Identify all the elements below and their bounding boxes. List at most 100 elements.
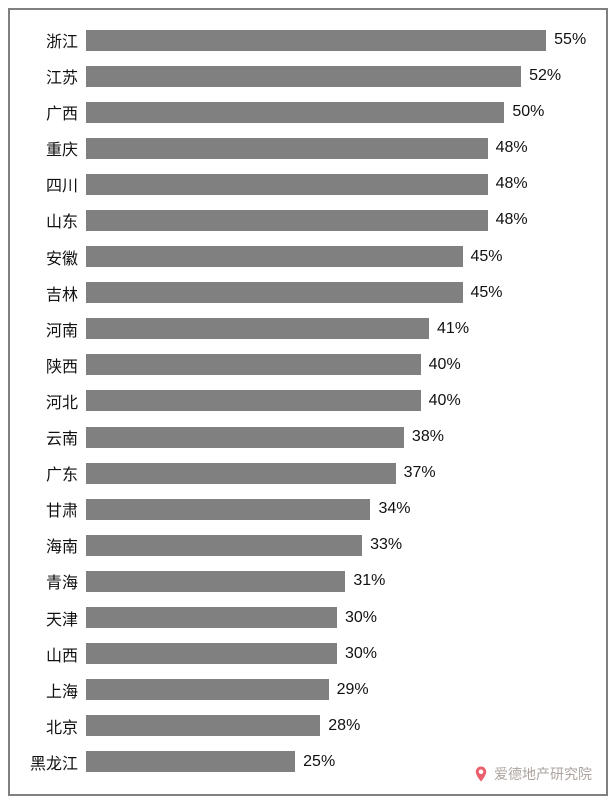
bar-fill [86, 715, 320, 736]
bar-category-label: 甘肃 [28, 497, 86, 521]
bar-value-label: 31% [345, 572, 385, 590]
watermark-text: 爱德地产研究院 [494, 764, 592, 784]
bar-fill [86, 138, 488, 159]
bar-track: 29% [86, 672, 588, 708]
bar-fill [86, 751, 295, 772]
watermark: 爱德地产研究院 [472, 764, 592, 784]
bar-track: 55% [86, 22, 588, 58]
bar-row: 安徽 45% [28, 239, 588, 275]
bar-fill [86, 30, 546, 51]
bar-value-label: 55% [546, 31, 586, 49]
chart-frame: 浙江 55% 江苏 52% 广西 50% 重庆48% 四川 48% 山东 48% 安徽 45% 吉林 45%… [8, 8, 608, 796]
bar-track: 45% [86, 275, 588, 311]
bar-value-label: 30% [337, 609, 377, 627]
bar-row: 江苏 52% [28, 58, 588, 94]
bar-fill [86, 282, 463, 303]
bar-track: 40% [86, 383, 588, 419]
bar-category-label: 山西 [28, 642, 86, 666]
bar-fill [86, 643, 337, 664]
bar-fill [86, 210, 488, 231]
bar-track: 48% [86, 130, 588, 166]
bar-track: 38% [86, 419, 588, 455]
bar-category-label: 河南 [28, 317, 86, 341]
bar-track: 28% [86, 708, 588, 744]
bar-fill [86, 427, 404, 448]
bar-fill [86, 607, 337, 628]
bar-row: 吉林 45% [28, 275, 588, 311]
bar-row: 青海 31% [28, 563, 588, 599]
bar-track: 34% [86, 491, 588, 527]
bar-fill [86, 679, 329, 700]
bar-category-label: 上海 [28, 678, 86, 702]
bar-category-label: 青海 [28, 569, 86, 593]
bar-track: 41% [86, 311, 588, 347]
bar-category-label: 天津 [28, 606, 86, 630]
bar-value-label: 52% [521, 67, 561, 85]
bar-fill [86, 390, 421, 411]
bar-fill [86, 499, 370, 520]
bar-track: 30% [86, 636, 588, 672]
bar-value-label: 48% [488, 211, 528, 229]
bar-value-label: 25% [295, 753, 335, 771]
bar-category-label: 四川 [28, 172, 86, 196]
bar-category-label: 黑龙江 [28, 750, 86, 774]
chart-container: 浙江 55% 江苏 52% 广西 50% 重庆48% 四川 48% 山东 48% 安徽 45% 吉林 45%… [0, 0, 616, 804]
bar-fill [86, 318, 429, 339]
bar-track: 37% [86, 455, 588, 491]
bar-category-label: 吉林 [28, 281, 86, 305]
bar-track: 45% [86, 239, 588, 275]
bar-category-label: 河北 [28, 389, 86, 413]
bar-fill [86, 102, 504, 123]
bar-row: 广西 50% [28, 94, 588, 130]
bar-value-label: 48% [488, 139, 528, 157]
bar-row: 广东 37% [28, 455, 588, 491]
bar-category-label: 北京 [28, 714, 86, 738]
bar-value-label: 40% [421, 356, 461, 374]
bar-row: 海南 33% [28, 527, 588, 563]
bar-fill [86, 174, 488, 195]
bar-value-label: 29% [329, 681, 369, 699]
bar-value-label: 34% [370, 500, 410, 518]
bar-track: 50% [86, 94, 588, 130]
bar-value-label: 40% [421, 392, 461, 410]
bar-track: 40% [86, 347, 588, 383]
bar-row: 河北 40% [28, 383, 588, 419]
bar-value-label: 48% [488, 175, 528, 193]
bar-category-label: 海南 [28, 533, 86, 557]
bar-track: 48% [86, 202, 588, 238]
bar-track: 30% [86, 600, 588, 636]
bar-row: 四川 48% [28, 166, 588, 202]
bar-row: 甘肃 34% [28, 491, 588, 527]
bar-row: 陕西 40% [28, 347, 588, 383]
bar-category-label: 陕西 [28, 353, 86, 377]
bar-fill [86, 246, 463, 267]
bar-value-label: 38% [404, 428, 444, 446]
bar-fill [86, 463, 396, 484]
bar-track: 33% [86, 527, 588, 563]
bar-category-label: 云南 [28, 425, 86, 449]
bar-row: 重庆48% [28, 130, 588, 166]
bar-track: 31% [86, 563, 588, 599]
bar-row: 河南41% [28, 311, 588, 347]
bar-value-label: 33% [362, 536, 402, 554]
bar-track: 48% [86, 166, 588, 202]
bar-value-label: 45% [463, 248, 503, 266]
bar-row: 山东 48% [28, 202, 588, 238]
bar-value-label: 45% [463, 284, 503, 302]
bar-row: 浙江 55% [28, 22, 588, 58]
bar-row: 上海 29% [28, 672, 588, 708]
bar-category-label: 江苏 [28, 64, 86, 88]
bar-category-label: 浙江 [28, 28, 86, 52]
bar-fill [86, 66, 521, 87]
bar-row: 云南 38% [28, 419, 588, 455]
bar-row: 北京28% [28, 708, 588, 744]
bar-track: 52% [86, 58, 588, 94]
bar-fill [86, 571, 345, 592]
bar-category-label: 广西 [28, 100, 86, 124]
bar-category-label: 安徽 [28, 245, 86, 269]
bar-category-label: 山东 [28, 208, 86, 232]
bar-value-label: 37% [396, 464, 436, 482]
bar-category-label: 广东 [28, 461, 86, 485]
bar-value-label: 50% [504, 103, 544, 121]
location-pin-icon [472, 765, 490, 783]
